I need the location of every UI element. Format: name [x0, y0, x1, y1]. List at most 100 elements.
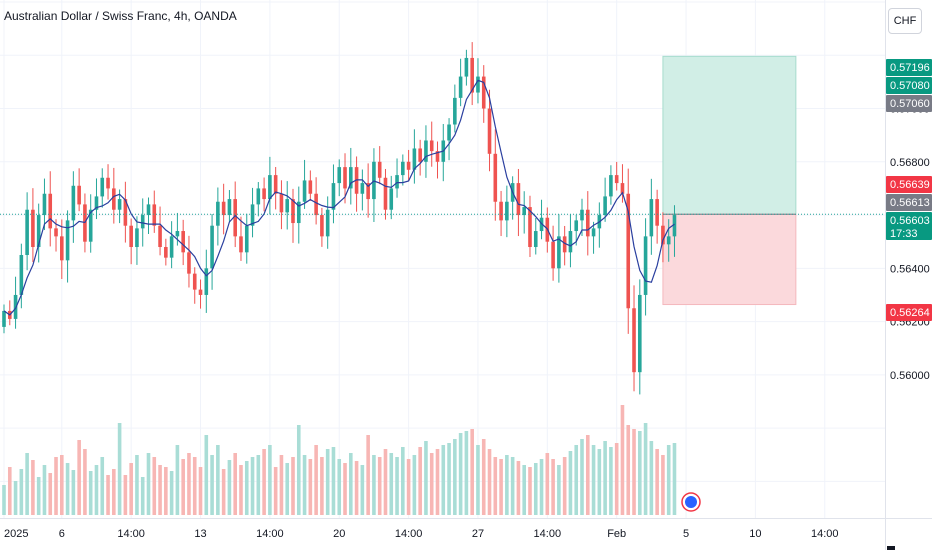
- candle-body: [308, 180, 313, 194]
- volume-bar: [13, 481, 18, 515]
- volume-bar: [562, 457, 567, 515]
- candle: [112, 167, 116, 224]
- volume-bar: [285, 463, 290, 515]
- profit-zone: [662, 55, 797, 215]
- candle: [533, 217, 538, 255]
- candle: [435, 141, 440, 179]
- volume-bar: [129, 463, 133, 515]
- candle: [314, 177, 318, 225]
- candle: [447, 118, 451, 161]
- volume-bar: [337, 459, 342, 515]
- candle: [453, 84, 457, 133]
- currency-button[interactable]: CHF: [888, 8, 922, 34]
- volume-bar: [429, 453, 434, 515]
- ma-line: [3, 79, 675, 316]
- time-tick-label: 27: [472, 528, 484, 540]
- volume-bar: [256, 455, 261, 515]
- candle: [510, 176, 515, 220]
- candle: [603, 177, 607, 222]
- time-tick-label: 5: [683, 528, 689, 540]
- volume-bar: [401, 447, 405, 515]
- volume-bar: [146, 453, 151, 515]
- candle-body: [314, 193, 318, 216]
- candle: [418, 139, 422, 176]
- candle: [146, 197, 151, 234]
- volume-bar: [441, 445, 446, 515]
- candle-body: [349, 167, 353, 189]
- volume-bar: [296, 425, 301, 515]
- candle: [672, 205, 677, 257]
- price-tag-label: 0.56603: [890, 215, 930, 227]
- volume-bar: [406, 459, 411, 515]
- price-tag-label: 0.56639: [890, 179, 930, 191]
- volume-bar: [36, 477, 41, 515]
- volume-bar: [464, 431, 469, 515]
- position-tool[interactable]: [662, 55, 797, 306]
- volume-bar: [620, 405, 625, 515]
- time-tick-label: 14:00: [811, 528, 839, 540]
- candle: [649, 178, 654, 255]
- volume-bar: [54, 457, 58, 515]
- candle-body: [337, 167, 342, 184]
- candle-body: [291, 199, 295, 224]
- volume-bar: [666, 445, 671, 515]
- candle-body: [117, 199, 122, 210]
- candle-body: [48, 193, 53, 229]
- candle-body: [192, 273, 197, 290]
- volume-bar: [227, 460, 232, 515]
- volume-bar: [239, 465, 243, 515]
- candle-body: [481, 76, 486, 109]
- candle-body: [470, 57, 474, 93]
- volume-bar: [192, 457, 197, 515]
- candle: [60, 219, 64, 280]
- tradingview-logo[interactable]: [681, 492, 701, 512]
- candle: [65, 210, 70, 283]
- candle: [187, 235, 191, 288]
- time-tick-label: 14:00: [117, 528, 145, 540]
- candle: [401, 154, 405, 186]
- volume-bar: [221, 469, 226, 515]
- candle: [354, 156, 359, 212]
- price-tag: 0.56613: [886, 194, 932, 211]
- candle-body: [204, 268, 209, 295]
- volume-bar: [516, 461, 521, 515]
- volume-bar: [470, 429, 474, 515]
- candle: [528, 195, 532, 257]
- candle: [643, 218, 648, 316]
- volume-bar: [135, 455, 139, 515]
- candle: [244, 213, 249, 264]
- price-tags: 0.57196 0.57080 0.57060 0.56639 0.56613 0.566…: [886, 59, 932, 321]
- time-tick-label: 2025: [4, 528, 28, 540]
- volume-bar: [325, 449, 330, 515]
- candle-body: [216, 201, 220, 226]
- candle-body: [54, 228, 58, 237]
- candle: [505, 185, 509, 238]
- time-axis-bg: [0, 518, 885, 550]
- candle: [296, 186, 301, 244]
- candle: [372, 148, 376, 222]
- time-axis[interactable]: 2025 6 14:00 13 14:00 20 14:00 27 14:00 Feb 5 10 14:…: [0, 518, 932, 550]
- volume-bar: [412, 455, 417, 515]
- candle-body: [164, 247, 168, 258]
- candle: [164, 238, 168, 266]
- candle: [568, 214, 573, 268]
- candle-body: [614, 175, 619, 184]
- volume-bar: [522, 465, 526, 515]
- volume-bar: [632, 429, 636, 515]
- candle-body: [401, 161, 405, 176]
- candle-body: [626, 193, 631, 309]
- candle: [609, 165, 613, 205]
- candle: [135, 216, 139, 265]
- candle-body: [574, 220, 579, 232]
- volume-bar: [481, 439, 486, 515]
- candle-body: [360, 183, 365, 194]
- volume-bar: [389, 453, 394, 515]
- volume-bar: [580, 439, 584, 515]
- volume-bar: [83, 449, 87, 515]
- candle-body: [187, 252, 191, 274]
- candle: [343, 153, 347, 204]
- candle-body: [655, 199, 659, 226]
- volume-bar: [60, 455, 64, 515]
